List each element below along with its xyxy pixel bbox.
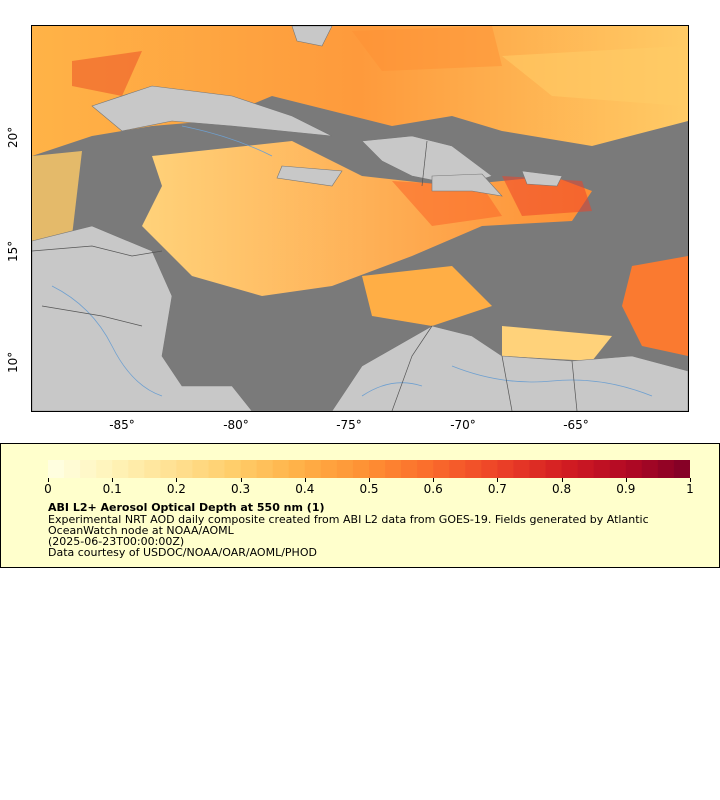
legend-panel: 0 0.1 0.2 0.3 0.4 0.5 0.6 0.7 0.8 0.9 1 ABI L2+ Ae… <box>0 443 720 568</box>
colorbar-segment <box>625 460 643 478</box>
colorbar-segment <box>208 460 226 478</box>
colorbar-segment <box>320 460 338 478</box>
colorbar-segment <box>96 460 113 478</box>
colorbar-segment <box>80 460 97 478</box>
colorbar <box>48 460 690 478</box>
colorbar-segment <box>64 460 81 478</box>
colorbar-segment <box>497 460 514 478</box>
colorbar-segment <box>529 460 547 478</box>
legend-description-line: OceanWatch node at NOAA/AOML <box>48 524 234 537</box>
colorbar-segment <box>433 460 450 478</box>
colorbar-tick <box>240 478 242 482</box>
colorbar-segment <box>192 460 209 478</box>
colorbar-segment <box>641 460 659 478</box>
y-tick-label: 15° <box>6 240 20 262</box>
y-tick-label: 10° <box>6 351 20 373</box>
colorbar-segment <box>673 460 690 478</box>
colorbar-segment <box>352 460 370 478</box>
colorbar-segment <box>481 460 498 478</box>
colorbar-segment <box>657 460 675 478</box>
colorbar-segment <box>112 460 129 478</box>
colorbar-tick-label: 0.1 <box>102 482 122 496</box>
x-tick-label: -75° <box>336 418 362 432</box>
colorbar-segment <box>288 460 306 478</box>
colorbar-tick <box>48 478 49 482</box>
map-plot-area <box>31 25 689 412</box>
colorbar-tick <box>561 478 563 482</box>
colorbar-segment <box>513 460 530 478</box>
colorbar-segment <box>224 460 242 478</box>
legend-credit: Data courtesy of USDOC/NOAA/OAR/AOML/PHO… <box>48 546 317 559</box>
aod-field <box>32 26 688 411</box>
y-tick-label: 20° <box>6 126 20 148</box>
x-tick-label: -70° <box>450 418 476 432</box>
colorbar-segment <box>369 460 386 478</box>
colorbar-tick <box>433 478 435 482</box>
colorbar-tick-label: 0.3 <box>231 482 251 496</box>
colorbar-segment <box>417 460 434 478</box>
colorbar-segment <box>561 460 579 478</box>
colorbar-segment <box>144 460 161 478</box>
colorbar-segment <box>128 460 145 478</box>
colorbar-tick <box>369 478 370 482</box>
colorbar-tick-label: 0.2 <box>166 482 186 496</box>
colorbar-segment <box>256 460 274 478</box>
colorbar-segment <box>240 460 258 478</box>
colorbar-tick-label: 0 <box>44 482 52 496</box>
colorbar-tick-label: 0.4 <box>295 482 315 496</box>
legend-date: (2025-06-23T00:00:00Z) <box>48 535 185 548</box>
colorbar-tick <box>625 478 627 482</box>
colorbar-segment <box>593 460 611 478</box>
colorbar-segment <box>385 460 402 478</box>
colorbar-tick-label: 0.6 <box>423 482 443 496</box>
colorbar-tick-label: 0.8 <box>552 482 572 496</box>
colorbar-segment <box>609 460 627 478</box>
x-tick-label: -65° <box>563 418 589 432</box>
colorbar-segment <box>449 460 466 478</box>
colorbar-tick <box>304 478 306 482</box>
colorbar-segment <box>465 460 482 478</box>
colorbar-segment <box>545 460 563 478</box>
colorbar-segment <box>401 460 418 478</box>
colorbar-segment <box>176 460 193 478</box>
colorbar-tick-label: 0.9 <box>616 482 636 496</box>
colorbar-tick <box>176 478 178 482</box>
colorbar-segment <box>272 460 290 478</box>
colorbar-tick <box>690 478 691 482</box>
colorbar-segment <box>304 460 322 478</box>
borders <box>32 140 578 411</box>
colorbar-segment <box>160 460 177 478</box>
colorbar-tick <box>497 478 499 482</box>
colorbar-tick-label: 0.5 <box>359 482 379 496</box>
colorbar-tick <box>112 478 114 482</box>
legend-title: ABI L2+ Aerosol Optical Depth at 550 nm … <box>48 501 325 514</box>
colorbar-segment <box>336 460 354 478</box>
x-tick-label: -85° <box>109 418 135 432</box>
colorbar-tick-label: 0.7 <box>487 482 507 496</box>
rivers <box>51 125 653 397</box>
colorbar-segment <box>577 460 595 478</box>
x-tick-label: -80° <box>223 418 249 432</box>
colorbar-segment <box>48 460 65 478</box>
colorbar-tick-label: 1 <box>686 482 694 496</box>
legend-description-line: Experimental NRT AOD daily composite cre… <box>48 513 649 526</box>
aod-map <box>32 26 688 411</box>
land <box>32 26 688 411</box>
